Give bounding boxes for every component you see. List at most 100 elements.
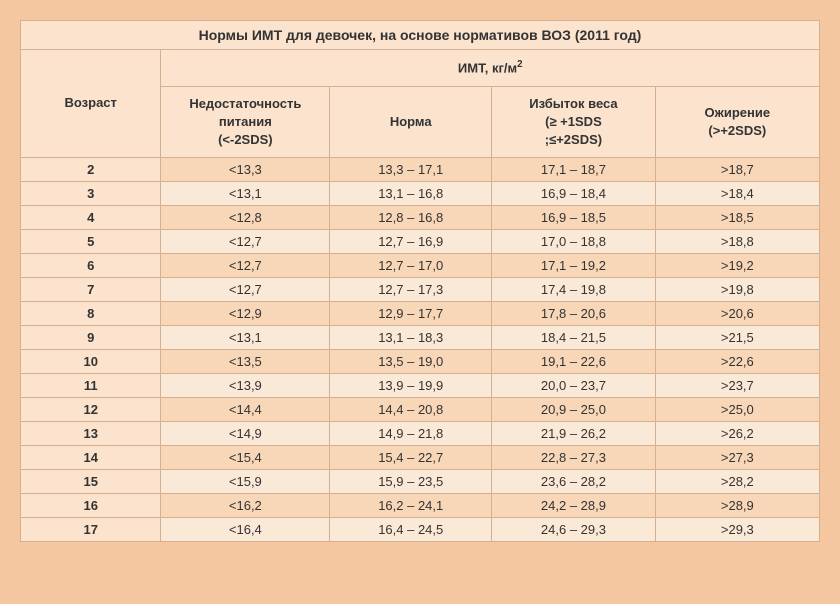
cell-normal: 14,9 – 21,8 [330,422,492,446]
cell-normal: 12,7 – 17,3 [330,278,492,302]
unit-row: Возраст ИМТ, кг/м2 [21,50,820,87]
table-row: 4<12,812,8 – 16,816,9 – 18,5>18,5 [21,206,820,230]
table-row: 17<16,416,4 – 24,524,6 – 29,3>29,3 [21,518,820,542]
cell-age: 15 [21,470,161,494]
cell-underweight: <13,1 [161,326,330,350]
cell-age: 2 [21,158,161,182]
cell-overweight: 21,9 – 26,2 [492,422,655,446]
cell-age: 9 [21,326,161,350]
cell-normal: 16,2 – 24,1 [330,494,492,518]
cell-obesity: >27,3 [655,446,819,470]
cell-overweight: 20,0 – 23,7 [492,374,655,398]
cell-age: 13 [21,422,161,446]
unit-sup: 2 [517,59,522,70]
cell-normal: 15,9 – 23,5 [330,470,492,494]
cell-obesity: >23,7 [655,374,819,398]
cell-normal: 13,3 – 17,1 [330,158,492,182]
table-row: 13<14,914,9 – 21,821,9 – 26,2>26,2 [21,422,820,446]
cell-overweight: 17,8 – 20,6 [492,302,655,326]
cell-overweight: 18,4 – 21,5 [492,326,655,350]
cell-obesity: >28,2 [655,470,819,494]
cell-normal: 12,9 – 17,7 [330,302,492,326]
cell-age: 5 [21,230,161,254]
cell-normal: 12,7 – 16,9 [330,230,492,254]
cell-obesity: >26,2 [655,422,819,446]
cell-normal: 12,7 – 17,0 [330,254,492,278]
table-row: 7<12,712,7 – 17,317,4 – 19,8>19,8 [21,278,820,302]
bmi-table: Нормы ИМТ для девочек, на основе нормати… [20,20,820,542]
table-row: 11<13,913,9 – 19,920,0 – 23,7>23,7 [21,374,820,398]
cell-overweight: 17,1 – 19,2 [492,254,655,278]
cell-normal: 16,4 – 24,5 [330,518,492,542]
cell-age: 10 [21,350,161,374]
cell-age: 17 [21,518,161,542]
cell-overweight: 23,6 – 28,2 [492,470,655,494]
cell-underweight: <13,3 [161,158,330,182]
cell-overweight: 17,1 – 18,7 [492,158,655,182]
table-row: 3<13,113,1 – 16,816,9 – 18,4>18,4 [21,182,820,206]
cell-overweight: 24,6 – 29,3 [492,518,655,542]
cell-age: 3 [21,182,161,206]
cell-normal: 12,8 – 16,8 [330,206,492,230]
cell-overweight: 16,9 – 18,4 [492,182,655,206]
cell-underweight: <15,9 [161,470,330,494]
cell-underweight: <12,7 [161,254,330,278]
table-row: 8<12,912,9 – 17,717,8 – 20,6>20,6 [21,302,820,326]
cell-overweight: 24,2 – 28,9 [492,494,655,518]
cell-normal: 13,1 – 18,3 [330,326,492,350]
col-obesity: Ожирение (>+2SDS) [655,86,819,158]
table-head: Нормы ИМТ для девочек, на основе нормати… [21,21,820,158]
cell-underweight: <12,7 [161,230,330,254]
unit-label: ИМТ, кг/м [458,60,517,75]
cell-overweight: 20,9 – 25,0 [492,398,655,422]
cell-obesity: >20,6 [655,302,819,326]
col-unit: ИМТ, кг/м2 [161,50,820,87]
col-overweight: Избыток веса (≥ +1SDS ;≤+2SDS) [492,86,655,158]
table-row: 5<12,712,7 – 16,917,0 – 18,8>18,8 [21,230,820,254]
cell-obesity: >18,7 [655,158,819,182]
cell-underweight: <13,9 [161,374,330,398]
table-row: 9<13,113,1 – 18,318,4 – 21,5>21,5 [21,326,820,350]
cell-obesity: >28,9 [655,494,819,518]
cell-age: 7 [21,278,161,302]
cell-underweight: <16,4 [161,518,330,542]
cell-overweight: 17,0 – 18,8 [492,230,655,254]
cell-underweight: <16,2 [161,494,330,518]
cell-obesity: >22,6 [655,350,819,374]
table-row: 16<16,216,2 – 24,124,2 – 28,9>28,9 [21,494,820,518]
cell-underweight: <12,8 [161,206,330,230]
col-underweight: Недостаточность питания (<-2SDS) [161,86,330,158]
table-body: 2<13,313,3 – 17,117,1 – 18,7>18,73<13,11… [21,158,820,542]
cell-age: 11 [21,374,161,398]
cell-overweight: 17,4 – 19,8 [492,278,655,302]
cell-normal: 13,5 – 19,0 [330,350,492,374]
table-row: 2<13,313,3 – 17,117,1 – 18,7>18,7 [21,158,820,182]
cell-obesity: >18,4 [655,182,819,206]
cell-obesity: >19,2 [655,254,819,278]
cell-underweight: <12,7 [161,278,330,302]
cell-age: 16 [21,494,161,518]
cell-age: 6 [21,254,161,278]
table-title: Нормы ИМТ для девочек, на основе нормати… [21,21,820,50]
cell-overweight: 16,9 – 18,5 [492,206,655,230]
cell-age: 12 [21,398,161,422]
bmi-table-container: Нормы ИМТ для девочек, на основе нормати… [20,20,820,542]
cell-obesity: >25,0 [655,398,819,422]
cell-underweight: <13,5 [161,350,330,374]
cell-obesity: >29,3 [655,518,819,542]
table-row: 15<15,915,9 – 23,523,6 – 28,2>28,2 [21,470,820,494]
cell-obesity: >21,5 [655,326,819,350]
cell-obesity: >19,8 [655,278,819,302]
col-age: Возраст [21,50,161,158]
cell-normal: 13,1 – 16,8 [330,182,492,206]
cell-age: 8 [21,302,161,326]
cell-overweight: 19,1 – 22,6 [492,350,655,374]
cell-underweight: <13,1 [161,182,330,206]
cell-normal: 14,4 – 20,8 [330,398,492,422]
table-row: 6<12,712,7 – 17,017,1 – 19,2>19,2 [21,254,820,278]
table-row: 12<14,414,4 – 20,820,9 – 25,0>25,0 [21,398,820,422]
cell-age: 14 [21,446,161,470]
title-row: Нормы ИМТ для девочек, на основе нормати… [21,21,820,50]
cell-underweight: <15,4 [161,446,330,470]
cell-underweight: <12,9 [161,302,330,326]
